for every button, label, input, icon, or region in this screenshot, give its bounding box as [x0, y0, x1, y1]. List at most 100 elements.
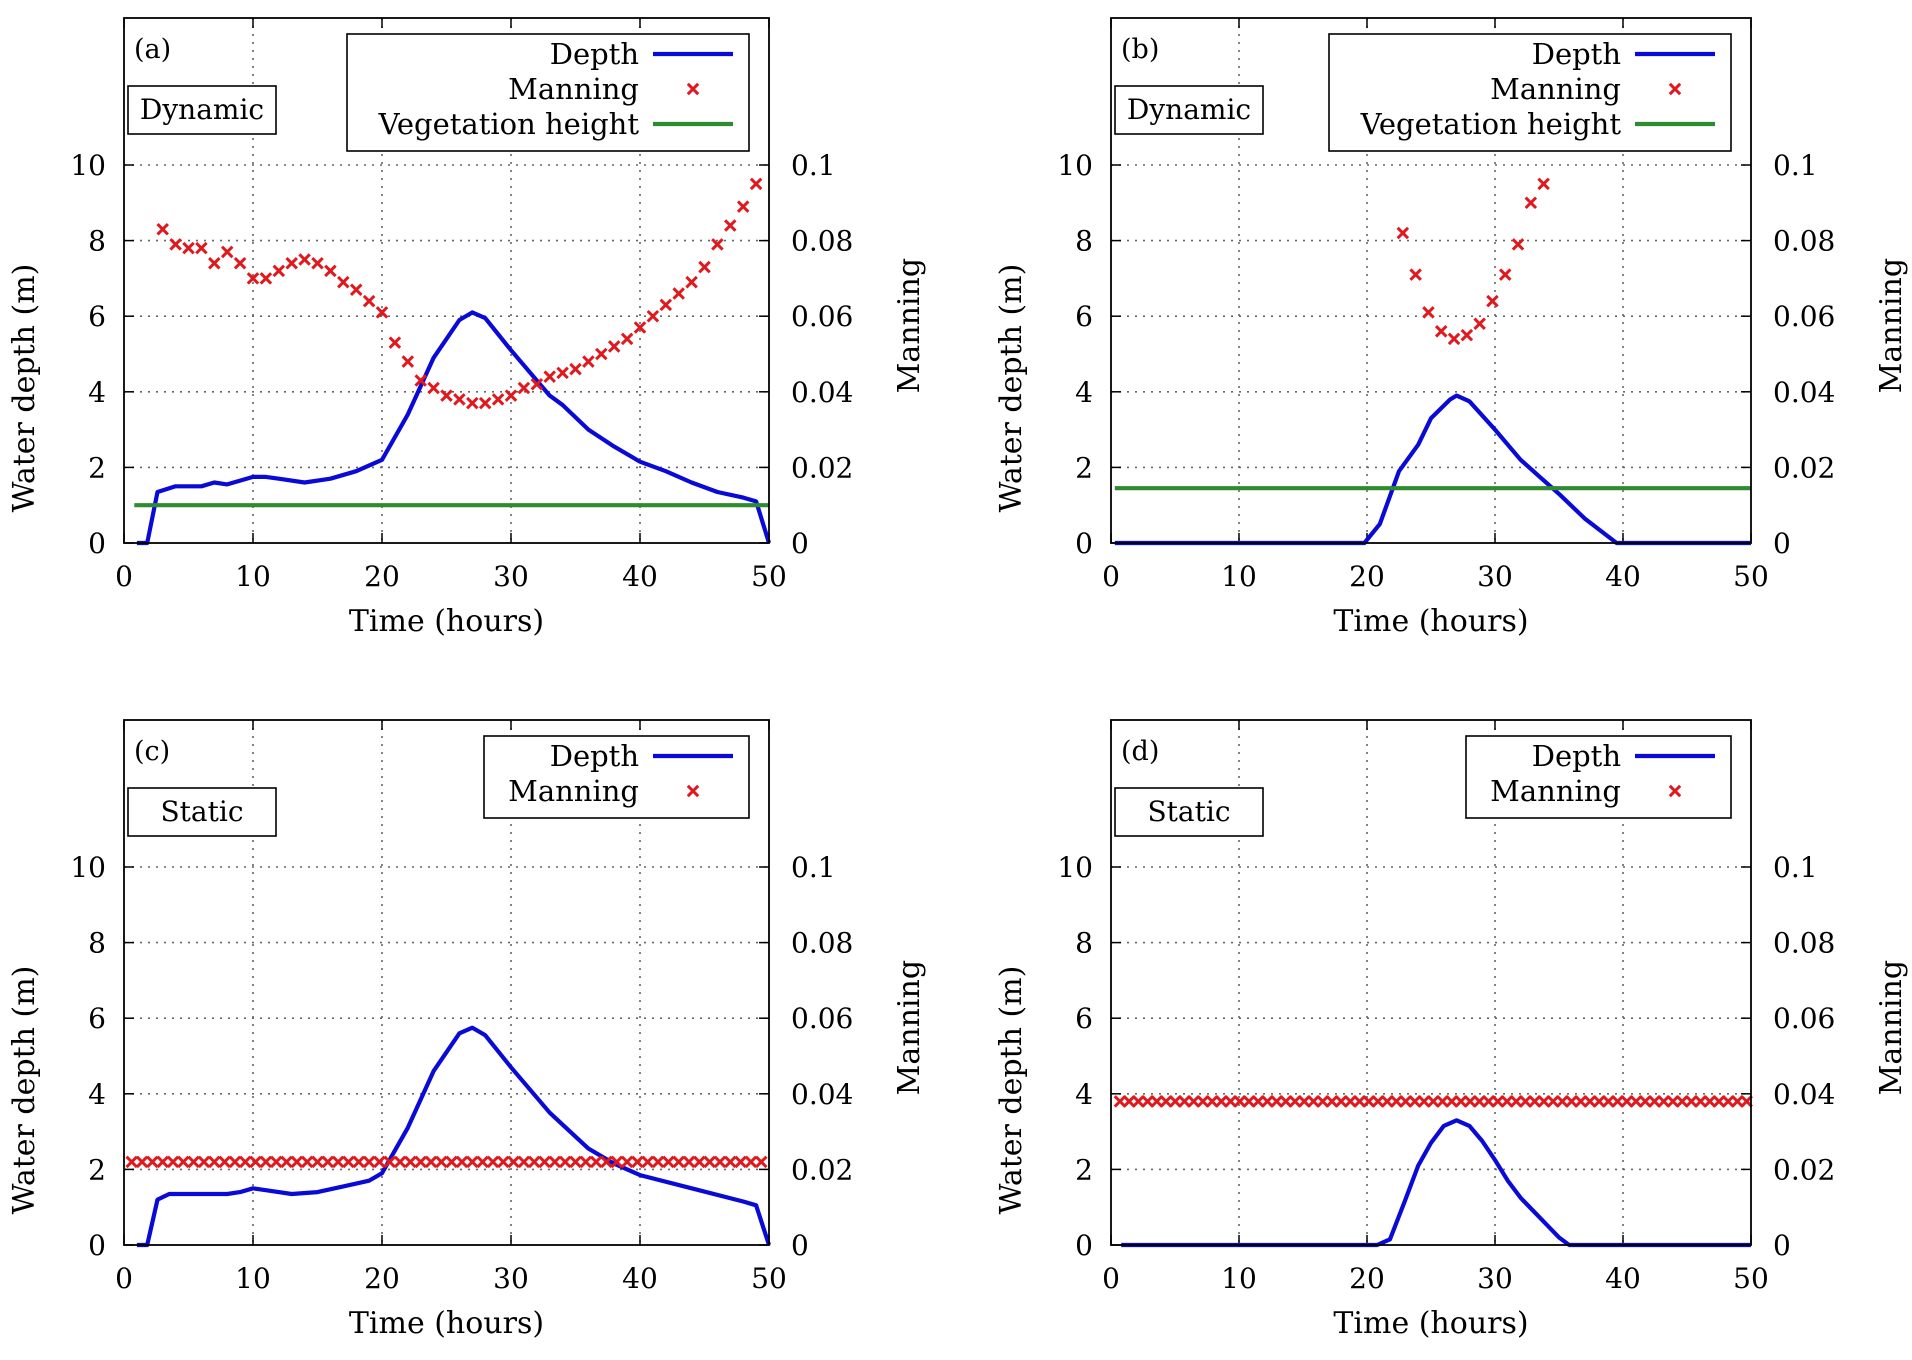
y2-tick-label: 0.06	[1773, 1002, 1835, 1035]
manning-marker	[1528, 1095, 1541, 1108]
manning-marker	[1731, 1095, 1744, 1108]
x-tick-label: 40	[1605, 560, 1641, 593]
manning-marker	[558, 1155, 572, 1169]
legend-label: Depth	[550, 37, 639, 71]
y-tick-label: 2	[1075, 1153, 1093, 1186]
manning-marker	[749, 177, 763, 191]
manning-marker	[280, 1155, 293, 1169]
x-tick-label: 40	[1605, 1262, 1641, 1295]
manning-marker	[177, 1155, 190, 1169]
manning-marker	[1556, 1095, 1569, 1108]
x-tick-label: 30	[493, 1262, 529, 1295]
manning-marker	[734, 1155, 747, 1169]
mode-label: Dynamic	[140, 93, 264, 126]
manning-marker	[744, 1155, 758, 1169]
manning-marker	[1500, 1095, 1514, 1108]
y2-axis-label: Manning	[892, 960, 927, 1095]
mode-box	[127, 787, 277, 837]
manning-marker	[1629, 1095, 1643, 1108]
manning-marker	[1113, 1095, 1127, 1108]
manning-marker	[197, 1155, 211, 1169]
manning-marker	[1703, 1095, 1717, 1108]
manning-marker	[517, 381, 531, 395]
manning-marker	[1298, 1095, 1311, 1108]
manning-marker	[556, 366, 569, 380]
manning-marker	[1675, 1095, 1689, 1108]
legend-label: Depth	[1532, 739, 1621, 773]
mode-box	[1114, 787, 1264, 837]
manning-marker	[220, 245, 234, 259]
y-axis-label: Water depth (m)	[994, 966, 1029, 1215]
manning-marker	[1187, 1095, 1200, 1108]
manning-marker	[1546, 1095, 1560, 1108]
manning-marker	[496, 1155, 510, 1169]
manning-marker	[1224, 1095, 1237, 1108]
x-tick-label: 0	[115, 1262, 133, 1295]
chart-panel-1: 0 10 20 30 40 50024681000.020.040.060.080.1Ti…	[994, 17, 1909, 639]
manning-marker	[321, 1155, 335, 1169]
manning-marker	[466, 396, 479, 410]
manning-marker	[1417, 1095, 1431, 1108]
y2-tick-label: 0.1	[791, 149, 836, 182]
manning-marker	[595, 347, 608, 361]
manning-marker	[1445, 1095, 1459, 1108]
manning-marker	[491, 393, 505, 406]
manning-marker	[383, 1155, 397, 1169]
y-tick-label: 4	[1075, 376, 1093, 409]
manning-marker	[1602, 1095, 1615, 1108]
x-tick-label: 20	[1349, 1262, 1385, 1295]
manning-marker	[1390, 1095, 1403, 1108]
y-axis-label: Water depth (m)	[7, 966, 42, 1215]
chart-panel-3: 0 10 20 30 40 50024681000.020.040.060.080.1Ti…	[994, 719, 1909, 1341]
y2-tick-label: 0.02	[791, 1153, 853, 1186]
legend-box	[483, 735, 750, 819]
manning-marker	[1168, 1095, 1182, 1108]
x-tick-label: 10	[235, 1262, 271, 1295]
manning-marker	[685, 275, 698, 289]
panel-label: (d)	[1121, 736, 1159, 767]
mode-label: Static	[1147, 795, 1230, 828]
manning-marker	[1288, 1095, 1302, 1108]
manning-marker	[1498, 268, 1512, 281]
y-tick-label: 0	[1075, 1229, 1093, 1262]
manning-marker	[713, 1155, 727, 1169]
y2-tick-label: 0.08	[1773, 225, 1835, 258]
y-tick-label: 8	[88, 225, 106, 258]
y2-tick-label: 0.06	[1773, 300, 1835, 333]
y-tick-label: 10	[70, 851, 106, 884]
manning-marker	[548, 1155, 562, 1169]
manning-marker	[476, 1155, 489, 1169]
y2-tick-label: 0.06	[791, 1002, 853, 1035]
y-tick-label: 2	[88, 451, 106, 484]
manning-marker	[169, 238, 182, 251]
manning-marker	[1409, 268, 1422, 281]
manning-marker	[507, 1155, 520, 1169]
manning-marker	[538, 1155, 551, 1169]
manning-marker	[1334, 1095, 1348, 1108]
manning-marker	[362, 1155, 376, 1169]
manning-marker	[1422, 306, 1435, 319]
x-tick-label: 30	[1477, 1262, 1513, 1295]
manning-marker	[404, 1155, 417, 1169]
manning-marker	[646, 309, 660, 323]
y-tick-label: 6	[88, 300, 106, 333]
manning-marker	[607, 340, 621, 353]
manning-marker	[1592, 1095, 1606, 1108]
legend-manning-swatch	[686, 784, 700, 798]
manning-marker	[246, 272, 260, 285]
y2-tick-label: 0	[1773, 527, 1791, 560]
y-tick-label: 4	[88, 1078, 106, 1111]
manning-marker	[1380, 1095, 1394, 1108]
y-tick-label: 8	[1075, 225, 1093, 258]
manning-marker	[388, 336, 402, 349]
manning-marker	[1473, 1095, 1486, 1108]
y2-tick-label: 0.1	[791, 851, 836, 884]
x-tick-label: 20	[1349, 560, 1385, 593]
manning-marker	[1565, 1095, 1578, 1108]
manning-marker	[1436, 1095, 1449, 1108]
manning-marker	[672, 1155, 685, 1169]
y2-tick-label: 0.04	[791, 1078, 853, 1111]
manning-marker	[1648, 1095, 1661, 1108]
y2-tick-label: 0.06	[791, 300, 853, 333]
manning-marker	[208, 257, 221, 270]
